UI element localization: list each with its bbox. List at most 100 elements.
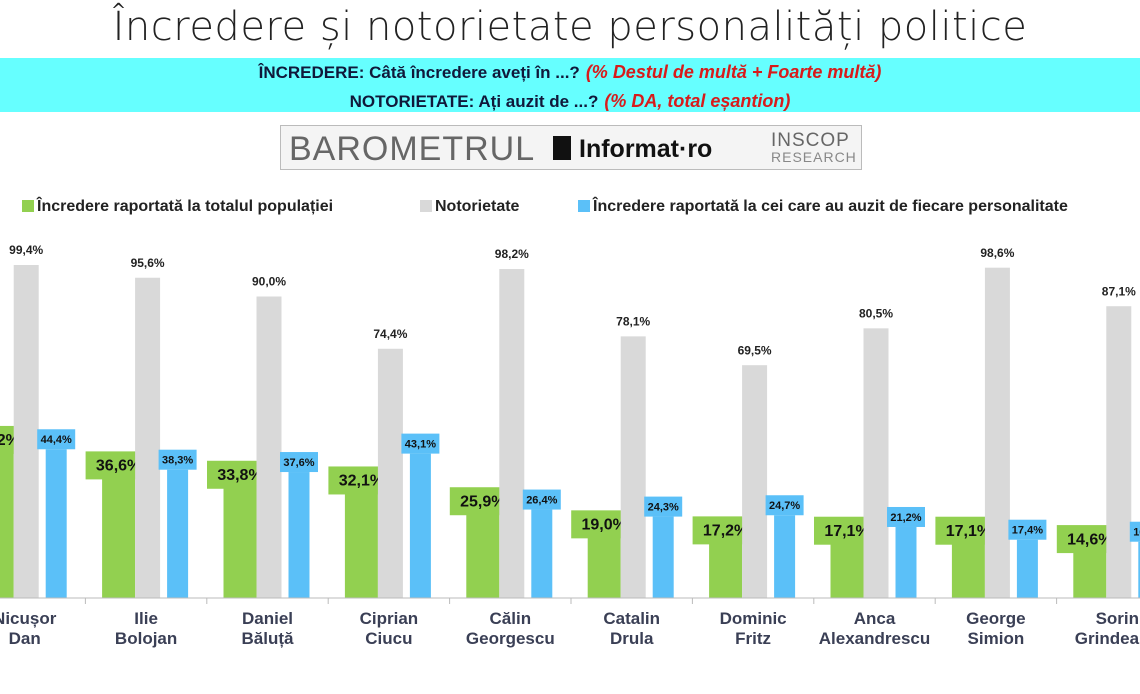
bar [895, 526, 917, 598]
value-label: 33,8% [217, 467, 262, 484]
value-label: 19,0% [582, 517, 627, 534]
question: NOTORIETATE: Ați auzit de ...? [349, 92, 599, 111]
legend-label: Încredere raportată la totalul populație… [36, 196, 333, 215]
value-label: 17,2% [703, 523, 748, 540]
legend-label: Încredere raportată la cei care au auzit… [592, 196, 1068, 215]
value-label: 17,1% [824, 523, 869, 540]
label-box [644, 496, 683, 517]
logo-text: BAROMETRUL [289, 130, 536, 168]
bar [830, 540, 864, 598]
value-label: 78,1% [616, 315, 650, 329]
label-box [37, 429, 76, 450]
legend-swatch [22, 200, 34, 212]
label-box [401, 433, 440, 454]
bar [377, 348, 403, 598]
bar [102, 475, 136, 598]
x-tick-label: Dominic Fritz [719, 609, 787, 648]
bar [951, 540, 985, 598]
value-label: 98,2% [495, 247, 529, 261]
value-label: 24,3% [648, 502, 679, 514]
value-label: 32,1% [339, 473, 384, 490]
logo-text: INSCOP [771, 130, 850, 151]
value-label: 17,1% [946, 523, 991, 540]
label-box [522, 489, 561, 510]
value-label: 26,4% [526, 494, 557, 506]
value-label: 17,4% [1012, 525, 1043, 537]
value-label: 36,6% [96, 458, 141, 475]
bar [223, 484, 257, 598]
logo: BAROMETRUL Informat·ro INSCOP RESEARCH [280, 125, 862, 170]
legend-label: Notorietate [435, 198, 520, 215]
x-tick-label: George Simion [966, 609, 1026, 648]
value-label: 37,6% [283, 457, 314, 469]
bar [984, 267, 1010, 598]
subtitle: NOTORIETATE: Ați auzit de ...? (% DA, tot… [0, 91, 1140, 112]
note: (% Destul de multă + Foarte multă) [585, 62, 882, 82]
value-label: 25,9% [460, 493, 505, 510]
value-label: 95,6% [131, 256, 165, 270]
logo-text: Informat·ro [553, 135, 712, 164]
logo-text: RESEARCH [771, 149, 857, 165]
label-box [887, 506, 925, 527]
bar [45, 449, 67, 598]
label-box [280, 452, 318, 473]
title: Încredere și notorietate personalități p… [112, 4, 1028, 50]
note: (% DA, total eșantion) [604, 91, 791, 111]
value-label: 16,8% [1133, 527, 1140, 539]
bar [135, 277, 161, 598]
value-label: 99,4% [9, 243, 43, 257]
value-label: 74,4% [373, 327, 407, 341]
value-label: 24,7% [769, 500, 800, 512]
x-tick-label: Catalin Drula [603, 609, 661, 648]
value-label: 80,5% [859, 306, 893, 320]
label-box [158, 449, 197, 470]
bar [167, 469, 189, 598]
label-box [1008, 519, 1047, 540]
bar [1073, 549, 1107, 598]
bar [863, 328, 889, 598]
bar [13, 265, 39, 598]
bar [0, 449, 14, 598]
value-label: 21,2% [890, 512, 921, 524]
legend-swatch [578, 200, 590, 212]
bar [1016, 539, 1038, 598]
bar [409, 453, 431, 598]
bar [466, 511, 500, 598]
value-label: 90,0% [252, 275, 286, 289]
bar [344, 490, 378, 598]
x-tick-label: Sorin Grindeanu [1074, 609, 1140, 648]
bar [531, 509, 553, 598]
value-label: 69,5% [738, 343, 772, 357]
value-label: 38,3% [162, 455, 193, 467]
legend-swatch [420, 200, 432, 212]
value-label: 43,1% [405, 439, 436, 451]
x-tick-label: Ilie Bolojan [114, 609, 178, 648]
x-tick-label: Daniel Băluță [241, 609, 294, 648]
label-box [1129, 521, 1140, 542]
bar [288, 472, 310, 598]
value-label: 98,6% [980, 246, 1014, 260]
x-tick-label: Nicușor Dan [0, 609, 57, 648]
bar [652, 516, 674, 598]
subtitle-band [0, 58, 1140, 112]
value-label: 14,6% [1067, 531, 1112, 548]
bar [742, 365, 768, 598]
bar [620, 336, 646, 598]
value-label: 44,4% [41, 434, 72, 446]
x-tick-label: Ciprian Ciucu [359, 609, 419, 648]
bar [587, 534, 621, 598]
bar [774, 515, 796, 598]
question: ÎNCREDERE: Câtă încredere aveți în ...? [258, 63, 580, 82]
bar [256, 296, 282, 598]
label-box [765, 495, 804, 516]
bar [1138, 541, 1140, 598]
x-tick-label: Anca Alexandrescu [818, 609, 931, 648]
bar [709, 540, 743, 598]
bar [1106, 306, 1132, 598]
bar [499, 269, 525, 598]
subtitle: ÎNCREDERE: Câtă încredere aveți în ...? (… [0, 62, 1140, 83]
value-label: 87,1% [1102, 284, 1136, 298]
x-tick-label: Călin Georgescu [465, 609, 555, 648]
